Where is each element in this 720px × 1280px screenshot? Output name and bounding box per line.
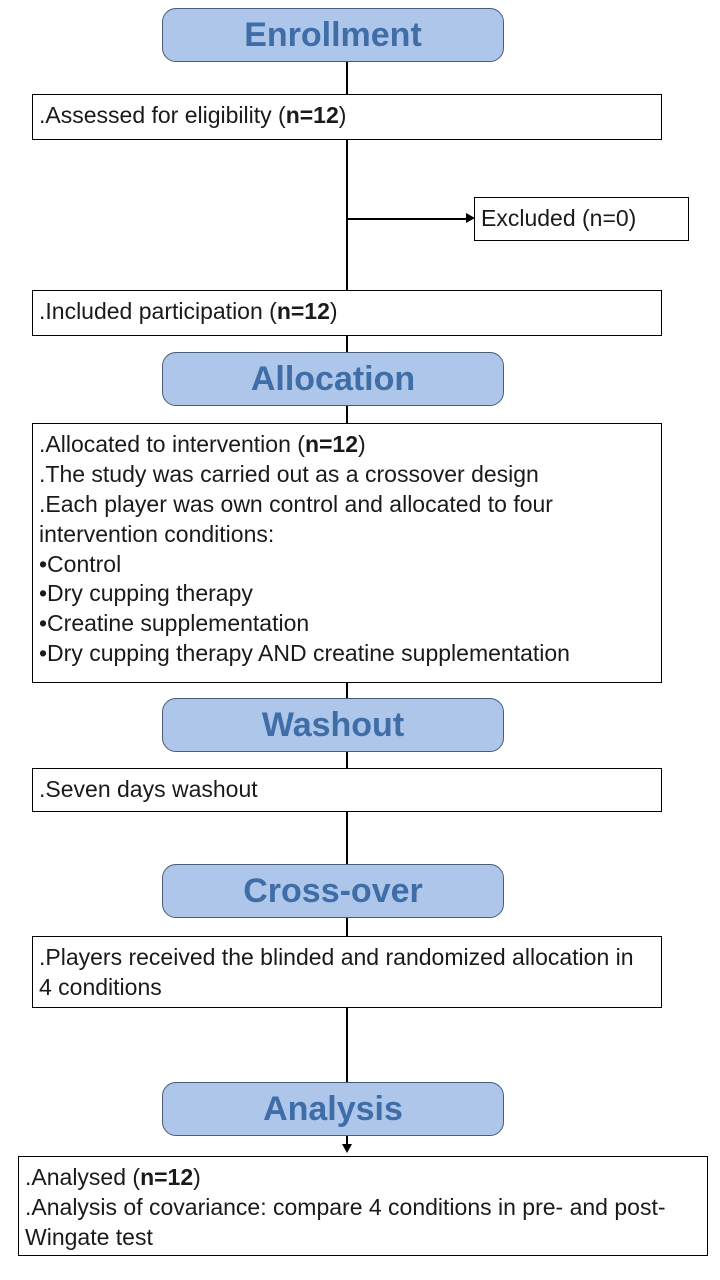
allocated-line3: .Each player was own control and allocat… [39,490,651,550]
phase-crossover-label: Cross-over [243,872,423,911]
flowchart-canvas: Enrollment .Assessed for eligibility (n=… [0,0,720,1280]
connector-vertical [346,406,348,423]
connector-vertical [346,918,348,936]
connector-vertical [346,140,348,290]
arrow-down-icon [342,1144,352,1153]
phase-washout-label: Washout [262,706,404,745]
phase-allocation-label: Allocation [251,360,415,399]
connector-horizontal [346,218,468,220]
box-included: .Included participation (n=12) [32,290,662,336]
analysis-line1: .Analysed (n=12) [25,1163,697,1193]
box-washout: .Seven days washout [32,768,662,812]
allocated-bullet2: •Dry cupping therapy [39,579,651,609]
phase-enrollment: Enrollment [162,8,504,62]
box-excluded: Excluded (n=0) [474,197,689,241]
allocated-line2: .The study was carried out as a crossove… [39,460,651,490]
phase-allocation: Allocation [162,352,504,406]
allocated-bullet4: •Dry cupping therapy AND creatine supple… [39,639,651,669]
connector-vertical [346,62,348,94]
phase-crossover: Cross-over [162,864,504,918]
phase-analysis-label: Analysis [263,1090,403,1129]
phase-washout: Washout [162,698,504,752]
allocated-bullet1: •Control [39,550,651,580]
assessed-text: .Assessed for eligibility (n=12) [39,102,346,128]
included-text: .Included participation (n=12) [39,298,338,324]
connector-vertical [346,336,348,352]
arrow-right-icon [466,213,475,223]
phase-enrollment-label: Enrollment [244,16,422,55]
washout-text: .Seven days washout [39,776,258,802]
box-allocated: .Allocated to intervention (n=12) .The s… [32,423,662,683]
crossover-text: .Players received the blinded and random… [39,944,634,1000]
connector-vertical [346,812,348,864]
phase-analysis: Analysis [162,1082,504,1136]
excluded-text: Excluded (n=0) [481,205,636,231]
analysis-line2: .Analysis of covariance: compare 4 condi… [25,1193,697,1253]
box-assessed: .Assessed for eligibility (n=12) [32,94,662,140]
connector-vertical [346,752,348,768]
box-crossover: .Players received the blinded and random… [32,936,662,1008]
allocated-line1: .Allocated to intervention (n=12) [39,430,651,460]
allocated-bullet3: •Creatine supplementation [39,609,651,639]
connector-vertical [346,683,348,698]
connector-vertical [346,1008,348,1082]
box-analysis: .Analysed (n=12) .Analysis of covariance… [18,1156,708,1256]
